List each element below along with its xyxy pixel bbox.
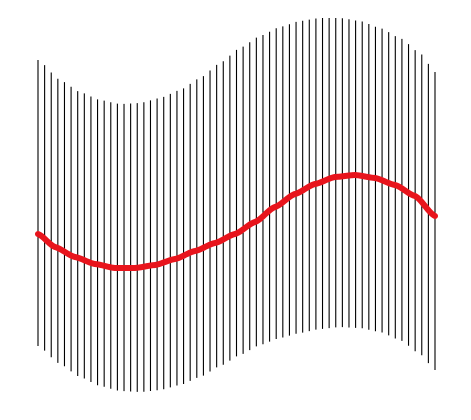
red-wave-curve: [35, 172, 438, 271]
vertical-lines-group: [37, 18, 436, 392]
